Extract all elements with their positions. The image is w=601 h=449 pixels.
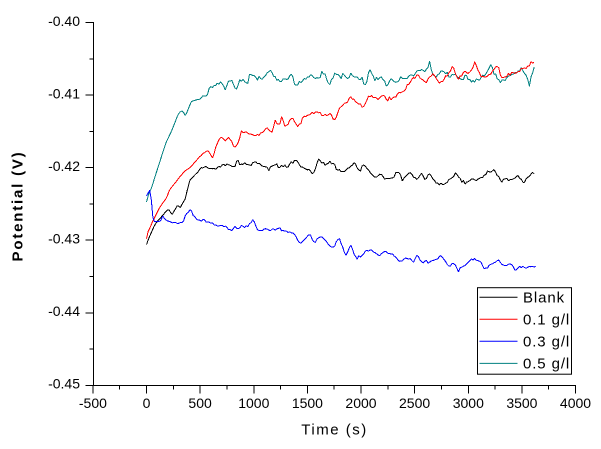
svg-text:-0.41: -0.41 — [48, 85, 80, 101]
svg-text:1500: 1500 — [292, 395, 323, 411]
svg-text:0.1 g/l: 0.1 g/l — [523, 312, 570, 329]
svg-text:-500: -500 — [79, 395, 107, 411]
svg-text:-0.45: -0.45 — [48, 376, 80, 392]
svg-text:0.3 g/l: 0.3 g/l — [523, 334, 570, 351]
svg-text:0: 0 — [143, 395, 151, 411]
svg-text:0.5 g/l: 0.5 g/l — [523, 356, 570, 373]
svg-text:Potential (V): Potential (V) — [10, 151, 27, 262]
svg-text:4000: 4000 — [560, 395, 591, 411]
svg-text:-0.44: -0.44 — [48, 303, 80, 319]
svg-text:500: 500 — [188, 395, 212, 411]
svg-text:-0.43: -0.43 — [48, 231, 80, 247]
svg-text:-0.40: -0.40 — [48, 13, 80, 29]
svg-text:-0.42: -0.42 — [48, 158, 80, 174]
svg-text:2500: 2500 — [399, 395, 430, 411]
svg-text:Time (s): Time (s) — [301, 422, 367, 439]
svg-text:1000: 1000 — [238, 395, 269, 411]
svg-text:3000: 3000 — [453, 395, 484, 411]
svg-text:3500: 3500 — [506, 395, 537, 411]
svg-text:Blank: Blank — [523, 290, 565, 307]
svg-text:2000: 2000 — [345, 395, 376, 411]
